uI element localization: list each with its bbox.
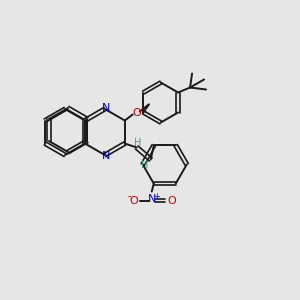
Text: O: O [167,196,176,206]
Text: H: H [134,137,141,148]
Text: -: - [128,192,131,202]
Text: +: + [153,192,160,201]
Text: O: O [129,196,138,206]
Text: N: N [102,151,110,161]
Text: N: N [148,194,156,204]
Text: O: O [132,107,141,118]
Text: H: H [141,160,148,170]
Text: N: N [102,103,110,113]
